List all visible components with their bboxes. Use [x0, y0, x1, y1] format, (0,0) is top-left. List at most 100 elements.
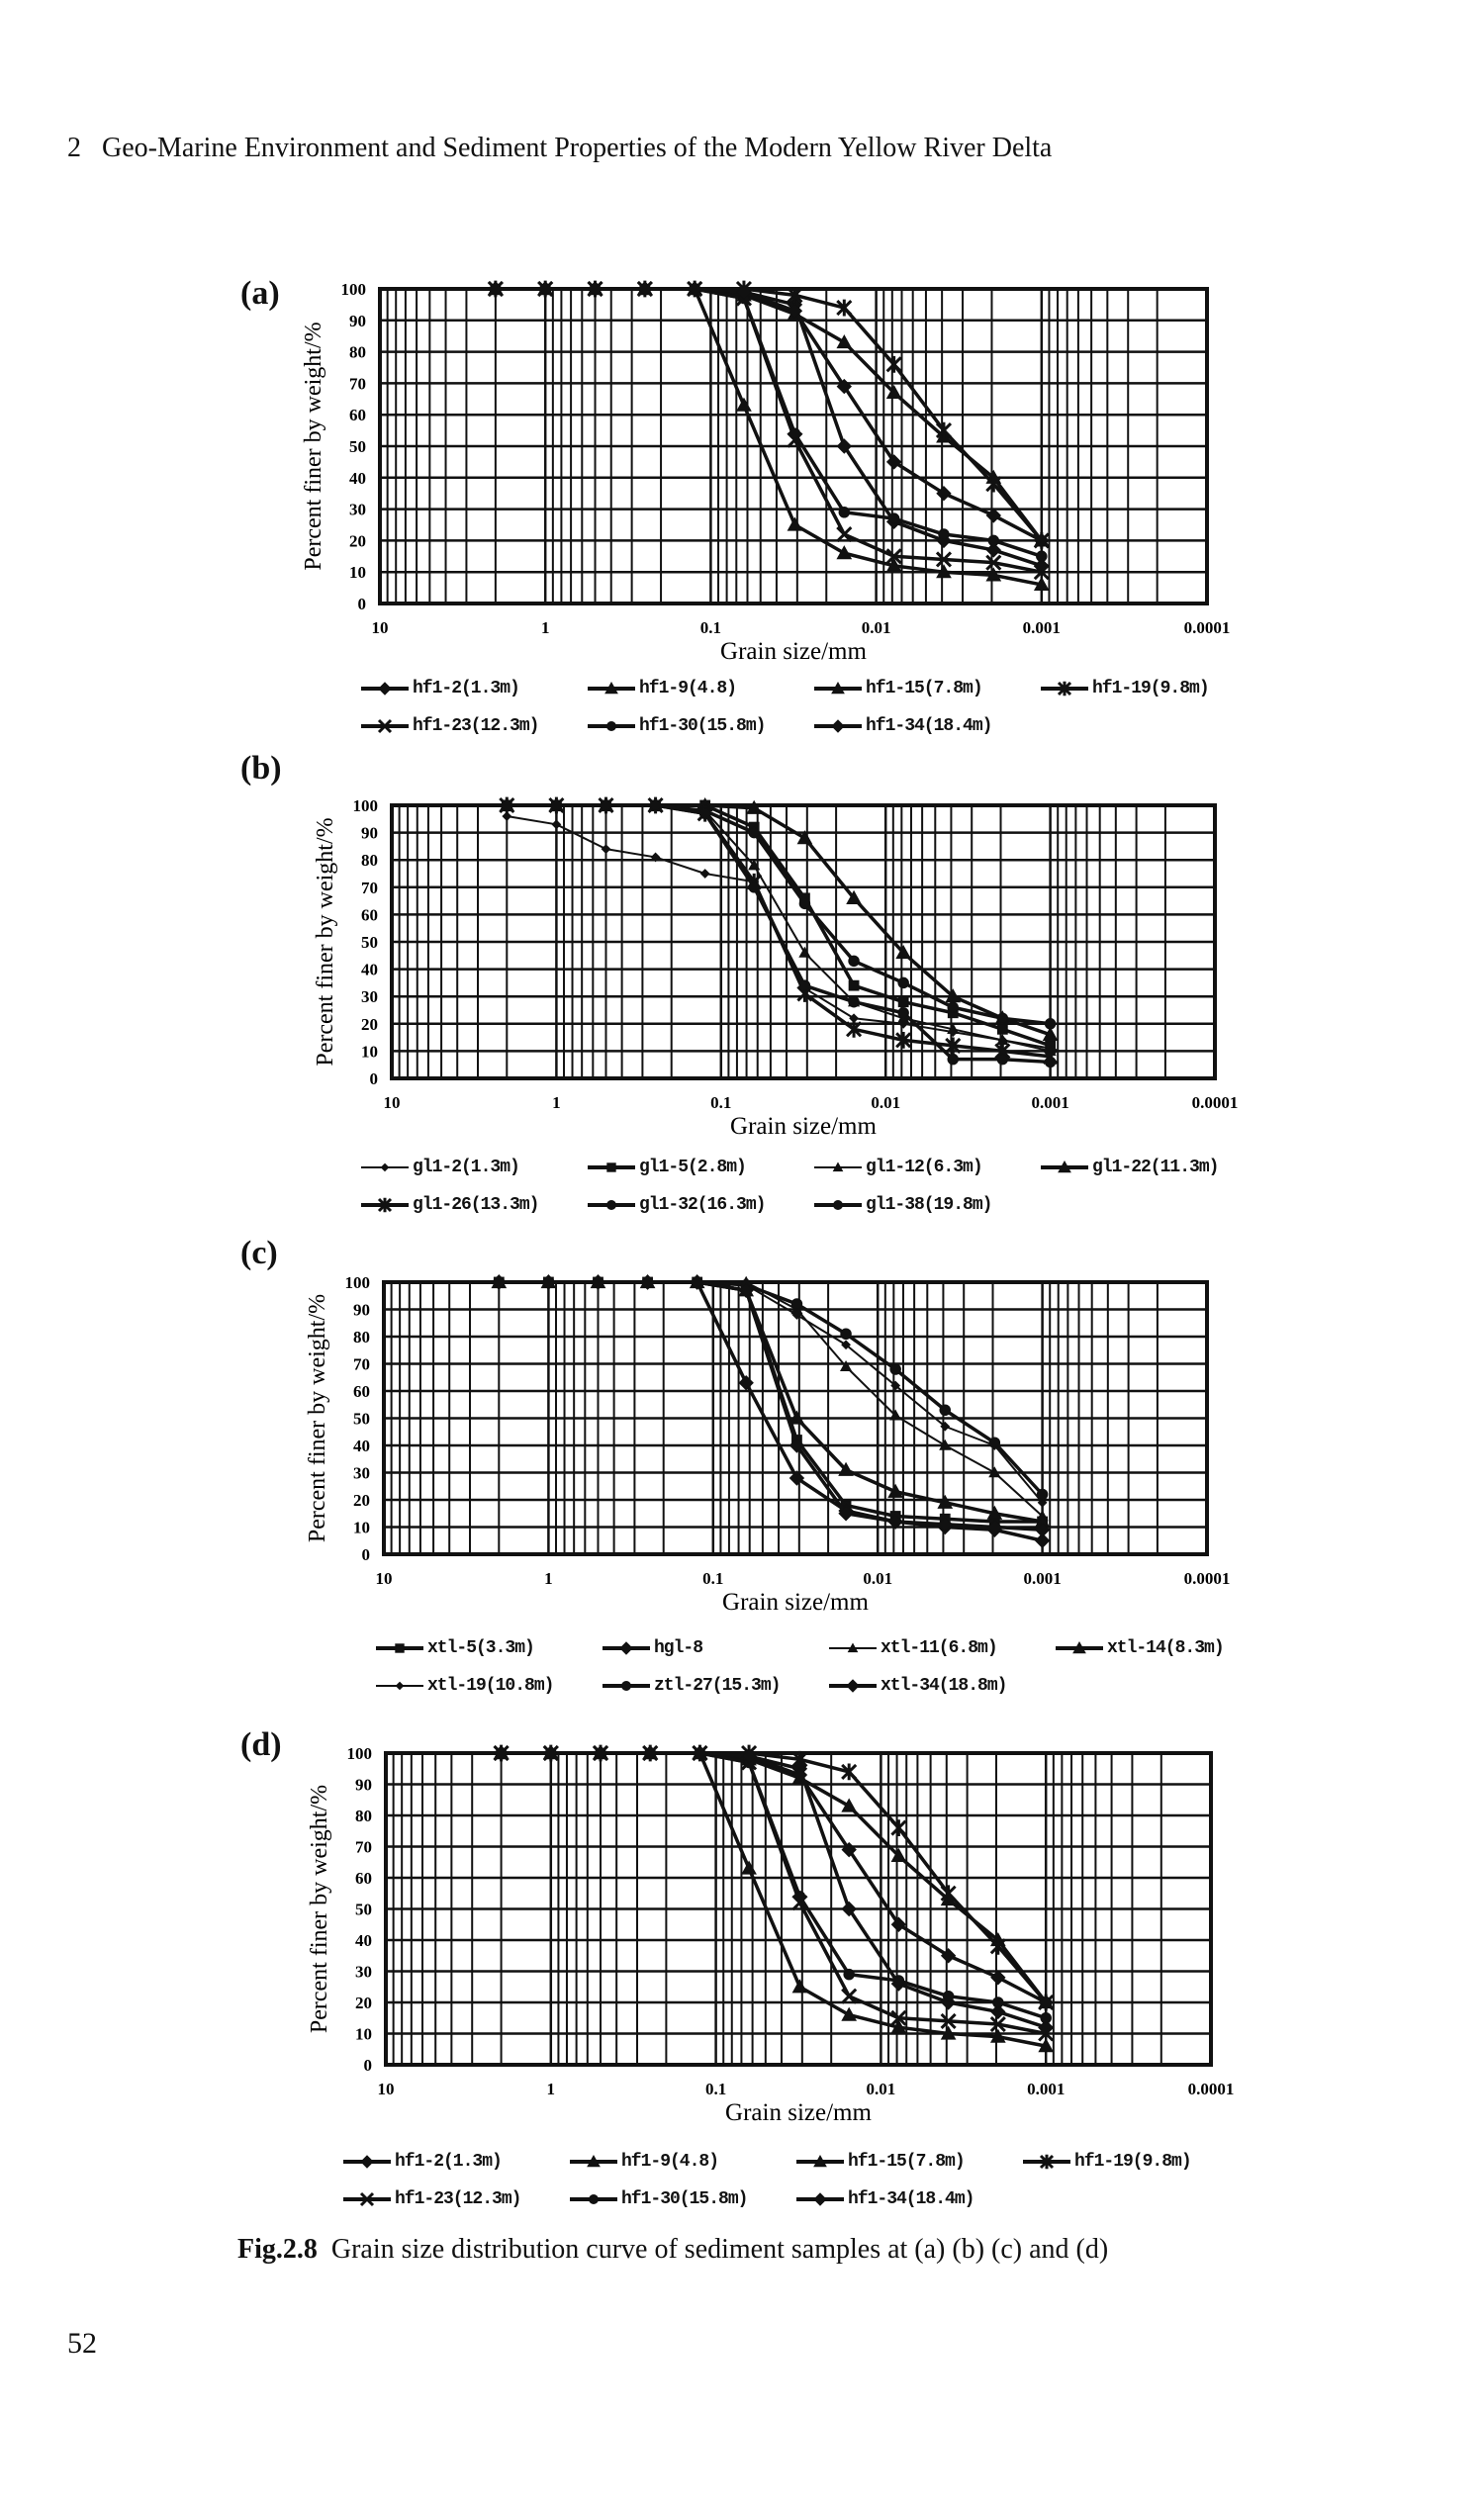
x-axis-label: Grain size/mm	[720, 638, 867, 665]
triangle-marker	[989, 2028, 1006, 2043]
x-marker	[989, 2015, 1006, 2033]
triangle-marker	[787, 516, 803, 531]
y-tick-label: 50	[355, 1901, 372, 1919]
legend-swatch-icon	[814, 681, 862, 695]
x-tick-label: 0.0001	[1192, 1093, 1239, 1112]
circle-marker	[892, 1975, 905, 1987]
triangle-marker	[846, 889, 862, 904]
legend-item: hf1-2(1.3m)	[341, 2152, 503, 2172]
x-tick-label: 1	[552, 1093, 561, 1112]
diamond-marker	[813, 2192, 827, 2206]
diamond-marker	[986, 1519, 1003, 1535]
triangle-marker	[838, 1461, 854, 1476]
circle-marker	[988, 1437, 1001, 1448]
triangle-marker	[788, 1410, 805, 1425]
y-tick-label: 60	[349, 406, 366, 424]
legend-label: xtl-19(10.8m)	[427, 1676, 554, 1696]
series-line	[501, 1751, 1047, 2036]
legend-swatch-icon	[361, 1162, 409, 1172]
circle-marker	[838, 507, 851, 518]
square-marker	[848, 979, 860, 991]
small-triangle-marker	[847, 1642, 859, 1653]
legend-label: hf1-15(7.8m)	[848, 2152, 966, 2172]
legend-swatch-icon	[814, 719, 862, 733]
triangle-marker	[836, 545, 853, 560]
square-marker	[996, 1023, 1008, 1035]
legend-label: gl1-5(2.8m)	[639, 1158, 747, 1177]
series-line	[501, 1751, 1047, 2020]
chart-svg: 0 10 20 30 40 50 60 70 80 90 100 10 1 0.1 0.01 0.001 0.0…	[313, 796, 1238, 1140]
legend-item: gl1-38(19.8m)	[812, 1195, 992, 1215]
diamond-marker	[836, 378, 853, 395]
circle-marker	[840, 1328, 852, 1340]
series-hf1-34(18.4m)	[488, 281, 1050, 549]
legend-swatch-icon	[1041, 1160, 1088, 1173]
legend-item: hf1-19(9.8m)	[1021, 2152, 1192, 2172]
triangle-marker	[890, 1847, 907, 1863]
y-tick-label: 0	[362, 1545, 371, 1564]
y-tick-label: 20	[361, 1015, 378, 1034]
square-marker	[897, 996, 909, 1008]
small-diamond-marker	[940, 1421, 951, 1432]
y-tick-label: 10	[355, 2025, 372, 2044]
circle-marker	[600, 799, 612, 811]
circle-marker	[843, 1968, 855, 1981]
x-tick-label: 10	[372, 618, 389, 637]
triangle-marker	[885, 384, 902, 400]
legend-item: xtl-34(18.8m)	[827, 1676, 1007, 1696]
x-tick-label: 0.001	[1023, 618, 1061, 637]
series-xtl-34(18.8m)	[491, 1274, 1051, 1537]
asterisk-marker	[985, 475, 1002, 493]
triangle-marker	[1033, 576, 1050, 592]
small-triangle-marker	[939, 1439, 952, 1450]
triangle-marker	[1042, 1026, 1059, 1041]
y-tick-label: 90	[349, 312, 366, 330]
diamond-marker	[1034, 1532, 1051, 1548]
legend-item: hf1-9(4.8)	[568, 2152, 719, 2172]
triangle-marker	[936, 564, 952, 579]
circle-marker	[748, 882, 760, 893]
series-hf1-23(12.3m)	[487, 280, 1050, 581]
y-tick-label: 20	[349, 531, 366, 550]
diamond-marker	[637, 281, 653, 297]
triangle-marker	[1038, 2038, 1055, 2053]
y-tick-label: 80	[361, 851, 378, 870]
y-tick-label: 30	[355, 1963, 372, 1982]
diamond-marker	[791, 1767, 808, 1783]
y-axis-label: Percent finer by weight/%	[307, 1785, 332, 2033]
series-line	[501, 1751, 1048, 2004]
diamond-marker	[890, 1916, 907, 1932]
small-diamond-marker	[890, 1380, 901, 1391]
y-tick-label: 50	[353, 1410, 370, 1429]
series-gl1-22(11.3m)	[499, 796, 1059, 1041]
triangle-marker	[895, 945, 912, 960]
diamond-marker	[985, 542, 1002, 558]
x-tick-label: 1	[544, 1569, 553, 1588]
legend-label: hf1-19(9.8m)	[1092, 679, 1210, 698]
circle-marker	[938, 528, 950, 540]
triangle-marker	[791, 1979, 808, 1994]
circle-marker	[848, 955, 860, 968]
legend-swatch-icon	[570, 2154, 617, 2168]
circle-marker	[1044, 1018, 1057, 1030]
chart-c: 0 10 20 30 40 50 60 70 80 90 100 10 1 0.1 0.01 0.001 0.0…	[305, 1273, 1230, 1616]
circle-marker	[649, 799, 662, 811]
triangle-marker	[940, 2025, 957, 2040]
diamond-marker	[493, 1745, 510, 1761]
legend-label: gl1-26(13.3m)	[413, 1195, 539, 1215]
legend-item: gl1-26(13.3m)	[359, 1195, 539, 1215]
y-tick-label: 20	[355, 1994, 372, 2012]
x-tick-label: 1	[547, 2080, 556, 2098]
y-tick-label: 100	[347, 1744, 373, 1763]
y-tick-label: 40	[353, 1437, 370, 1455]
series-hf1-2(1.3m)	[488, 281, 1050, 574]
triangle-marker	[796, 830, 813, 845]
asterisk-marker	[895, 1031, 912, 1049]
diamond-marker	[788, 1470, 805, 1486]
gridlines	[380, 287, 1209, 605]
series-line	[495, 287, 1043, 542]
circle-marker	[550, 799, 563, 811]
y-tick-label: 10	[353, 1519, 370, 1537]
asterisk-marker	[841, 1763, 858, 1781]
asterisk-marker	[1057, 681, 1072, 696]
